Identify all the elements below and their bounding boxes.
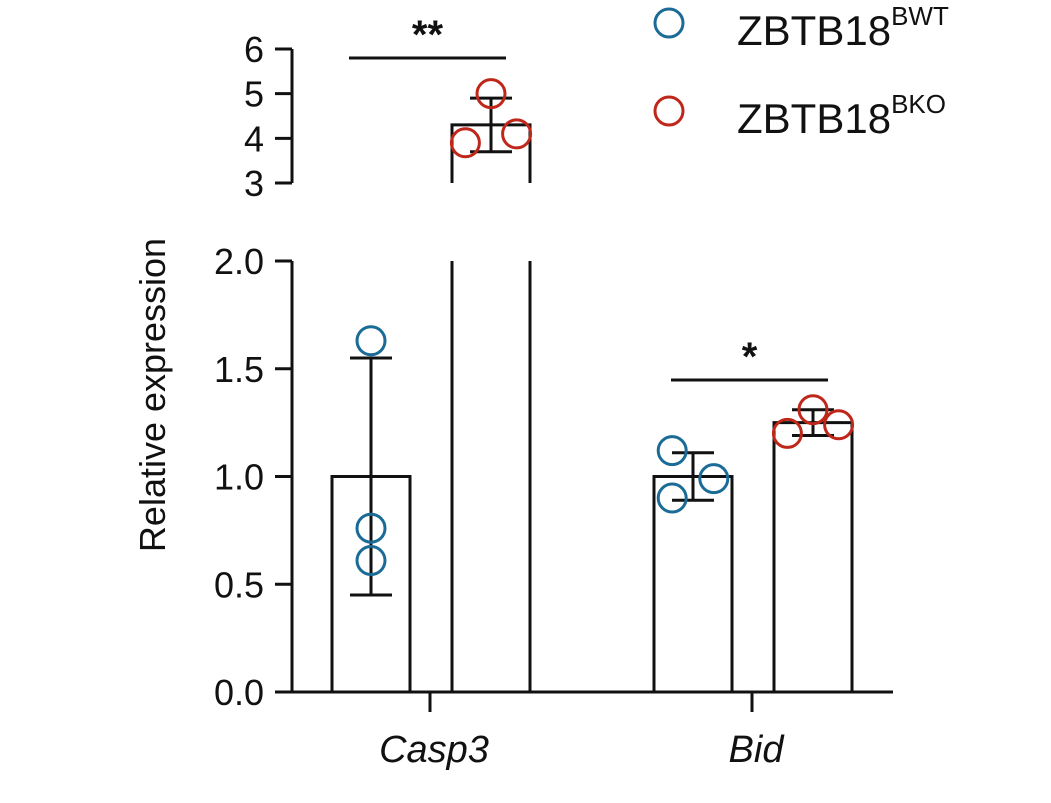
- y-tick-label: 2.0: [214, 241, 264, 282]
- y-tick-label: 4: [244, 118, 264, 159]
- legend-marker: [653, 7, 685, 39]
- bar: [772, 421, 854, 694]
- significance-annotations: ***: [349, 13, 828, 382]
- data-point: [355, 325, 387, 357]
- data-point: [355, 545, 387, 577]
- significance-label: *: [742, 335, 758, 379]
- legend-label: ZBTB18BWT: [737, 1, 949, 54]
- data-point: [797, 394, 829, 426]
- data-point: [823, 409, 855, 441]
- data-points: [355, 78, 855, 577]
- x-tick-label: Casp3: [379, 729, 489, 771]
- data-point: [355, 512, 387, 544]
- y-axis-label: Relative expression: [132, 238, 173, 552]
- bars: [330, 96, 854, 694]
- data-point: [656, 435, 688, 467]
- legend-label-superscript: BKO: [891, 89, 946, 119]
- bar-lower-segment: [450, 261, 532, 692]
- y-tick-label: 0.5: [214, 564, 264, 605]
- legend-label-superscript: BWT: [891, 1, 949, 31]
- x-tick-label: Bid: [729, 729, 786, 771]
- y-tick-label: 6: [244, 29, 264, 70]
- significance-label: **: [412, 13, 444, 57]
- y-tick-label: 5: [244, 74, 264, 115]
- data-point: [698, 463, 730, 495]
- legend-marker: [653, 95, 685, 127]
- data-point: [475, 78, 507, 110]
- legend-label: ZBTB18BKO: [737, 89, 946, 142]
- y-tick-label: 3: [244, 163, 264, 204]
- data-point: [449, 127, 481, 159]
- data-point: [656, 482, 688, 514]
- y-tick-label: 0.0: [214, 672, 264, 713]
- legend: ZBTB18BWT ZBTB18BKO: [653, 1, 949, 142]
- data-point: [501, 118, 533, 150]
- y-tick-label: 1.0: [214, 457, 264, 498]
- y-tick-label: 1.5: [214, 349, 264, 390]
- data-point: [771, 417, 803, 449]
